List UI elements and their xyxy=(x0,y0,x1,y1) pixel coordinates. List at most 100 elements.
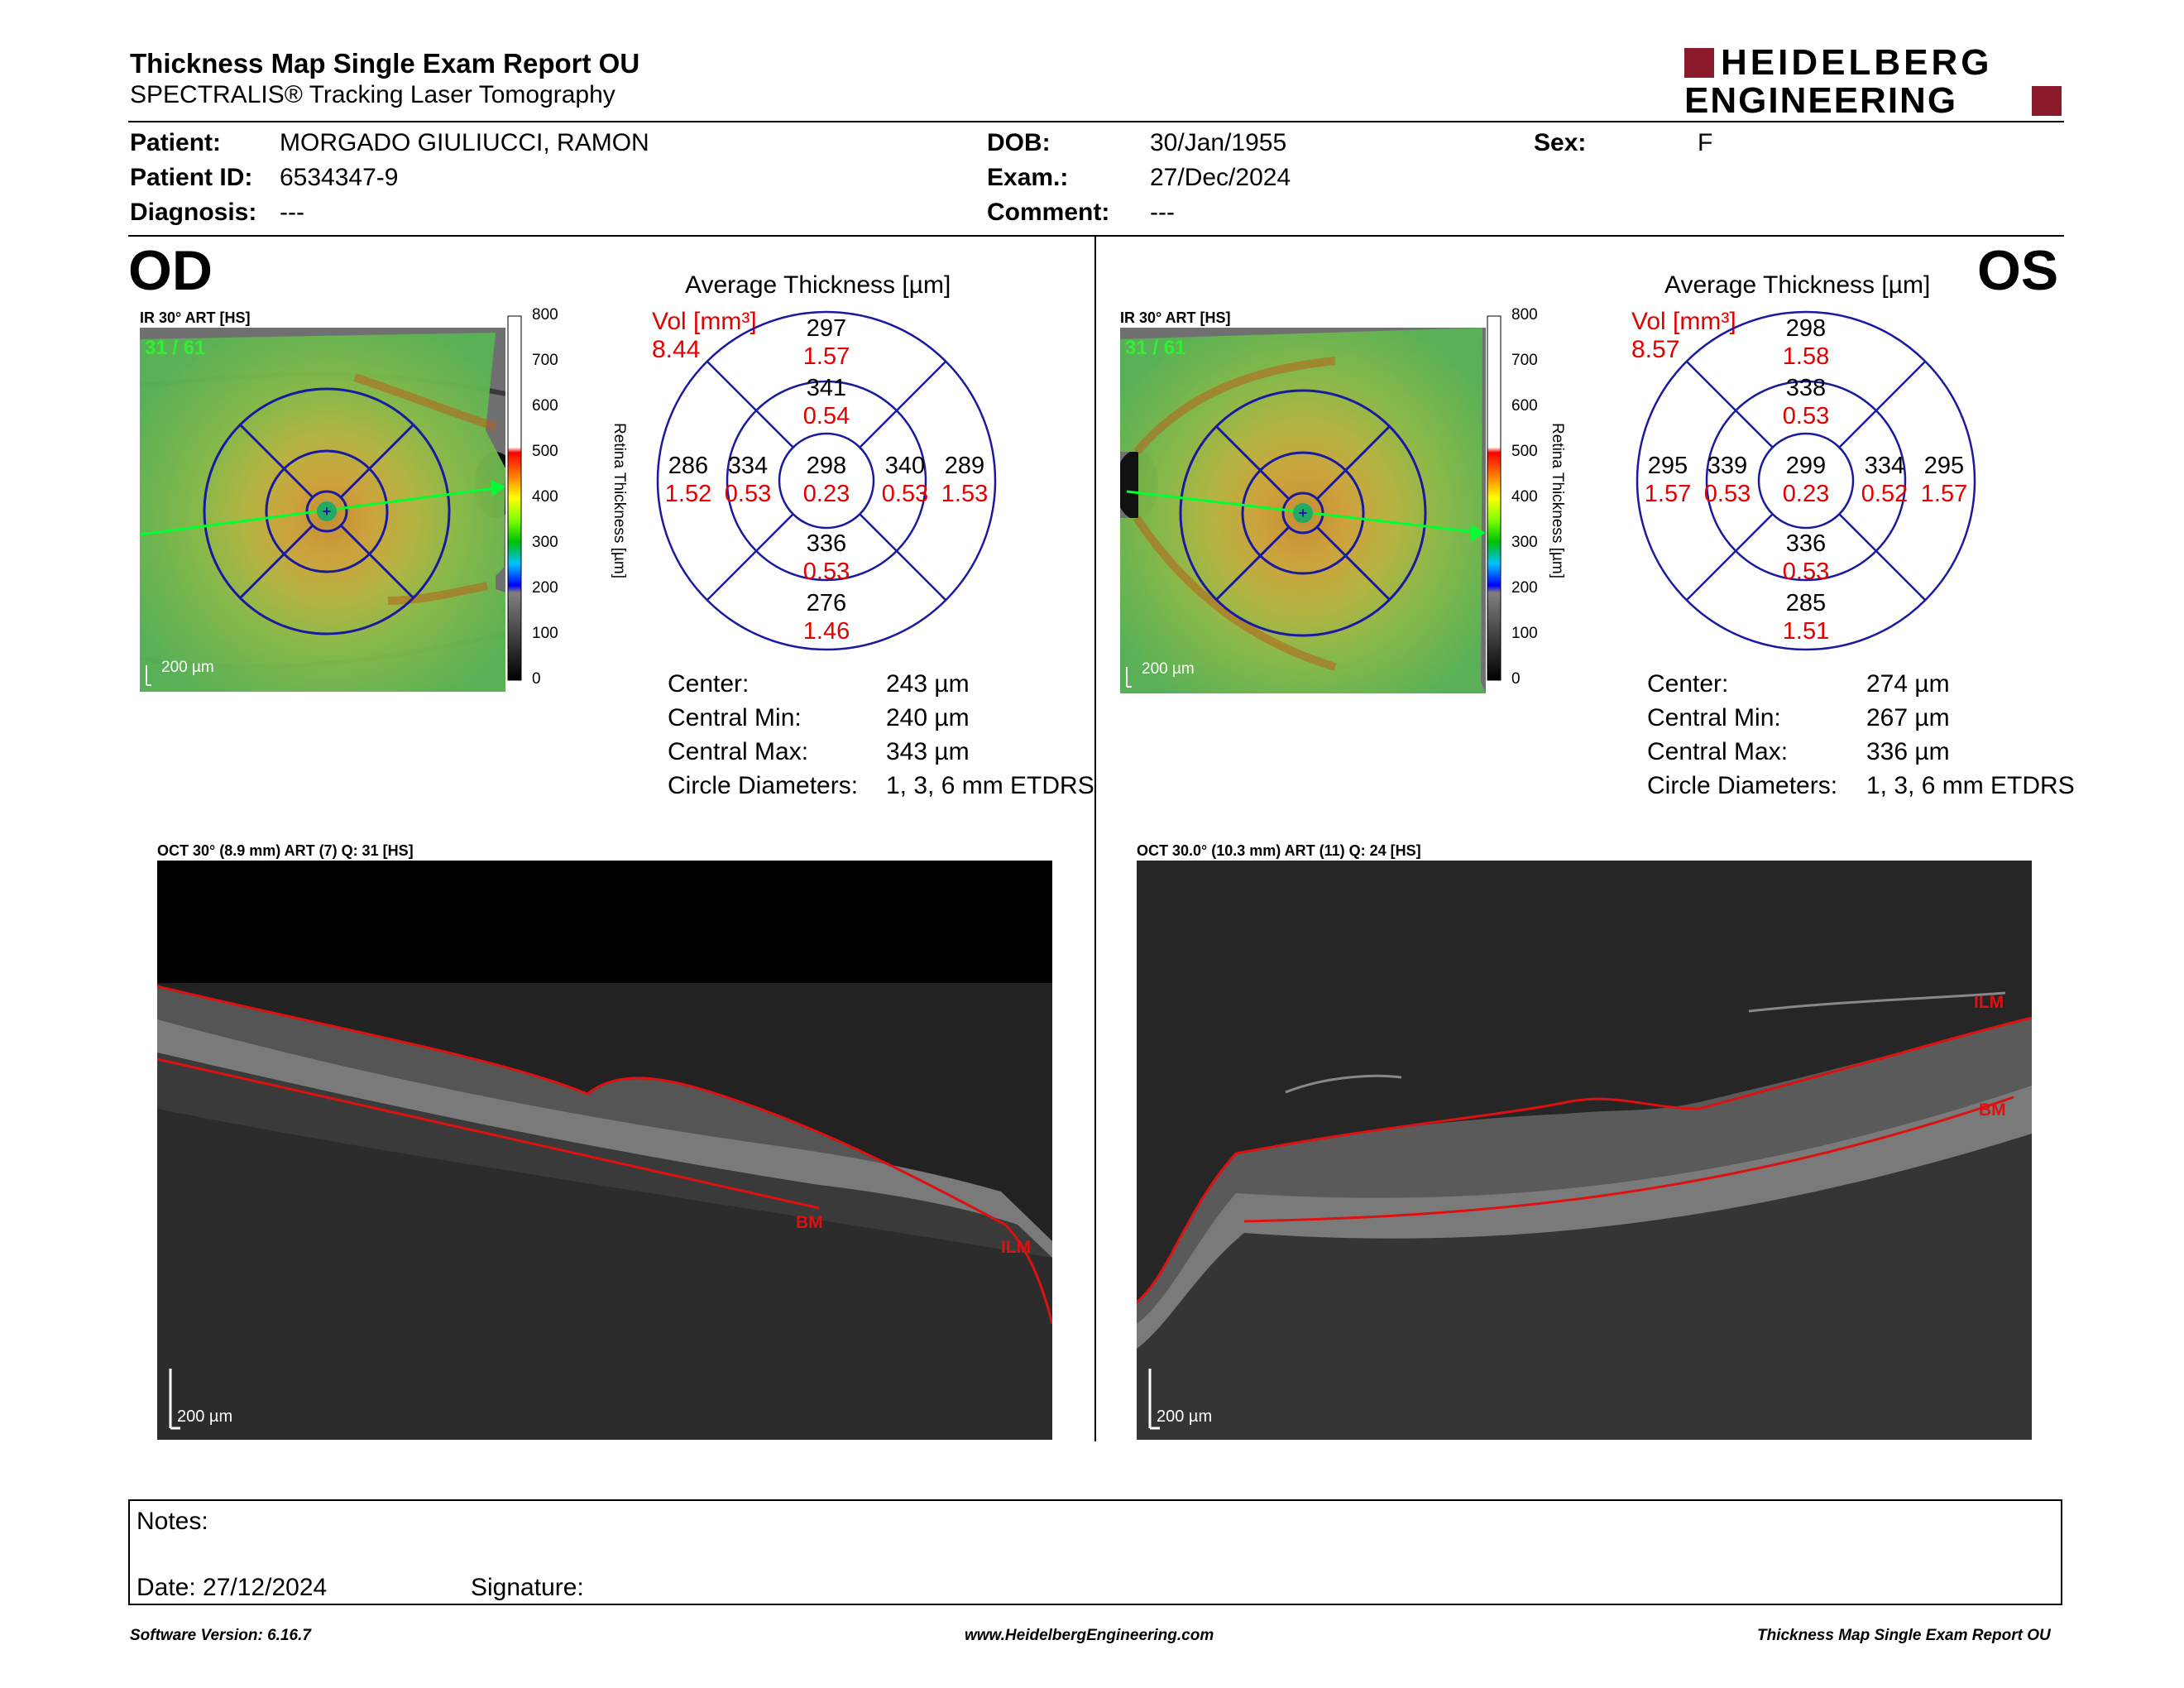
os-right-outer-vol: 1.57 xyxy=(1921,481,1967,507)
os-center-label: Center: xyxy=(1647,670,1729,698)
os-ilm-tag: ILM xyxy=(1974,993,2004,1012)
os-center-value: 274 µm xyxy=(1866,670,1950,698)
os-right-inner-vol: 0.52 xyxy=(1861,481,1908,507)
patient-id-value: 6534347-9 xyxy=(280,164,399,191)
notes-box: Notes: Date: 27/12/2024 Signature: xyxy=(128,1499,2062,1605)
tick: 600 xyxy=(532,397,558,415)
od-frames: 31 / 61 xyxy=(145,337,205,359)
patient-name: MORGADO GIULIUCCI, RAMON xyxy=(280,129,649,156)
heidelberg-logo: HEIDELBERG ENGINEERING xyxy=(1684,42,2063,121)
od-left-inner-vol: 0.53 xyxy=(725,481,771,507)
od-top-inner-vol: 0.54 xyxy=(803,403,850,429)
od-bottom-inner-vol: 0.53 xyxy=(803,559,850,585)
notes-label: Notes: xyxy=(136,1508,208,1535)
od-center: 298 xyxy=(807,453,846,479)
tick: 500 xyxy=(1511,443,1538,460)
os-oct-scale: 200 µm xyxy=(1157,1407,1212,1426)
od-right-inner: 340 xyxy=(885,453,925,479)
od-bottom-outer: 276 xyxy=(807,590,846,616)
os-bottom-inner-vol: 0.53 xyxy=(1783,559,1829,585)
logo-text-top: HEIDELBERG xyxy=(1721,42,1993,83)
od-map-scale: 200 µm xyxy=(161,659,214,676)
logo-mark-top xyxy=(1684,48,1714,78)
report-subtitle: SPECTRALIS® Tracking Laser Tomography xyxy=(130,81,615,108)
dob-value: 30/Jan/1955 xyxy=(1150,129,1287,156)
od-fundus-label: IR 30° ART [HS] xyxy=(140,309,251,326)
od-left-outer-vol: 1.52 xyxy=(665,481,711,507)
tick: 0 xyxy=(532,670,541,688)
od-right-outer-vol: 1.53 xyxy=(941,481,988,507)
os-map-scale: 200 µm xyxy=(1142,660,1195,678)
comment-value: --- xyxy=(1150,199,1175,226)
footer-report: Thickness Map Single Exam Report OU xyxy=(1757,1627,2051,1644)
od-vol-label: Vol [mm³] xyxy=(652,308,757,335)
os-oct-label: OCT 30.0° (10.3 mm) ART (11) Q: 24 [HS] xyxy=(1137,842,1421,859)
os-left-inner: 339 xyxy=(1707,453,1747,479)
tick: 600 xyxy=(1511,397,1538,415)
od-oct-scale: 200 µm xyxy=(177,1407,232,1426)
signature-label: Signature: xyxy=(471,1574,584,1601)
tick: 100 xyxy=(1511,625,1538,642)
os-top-outer: 298 xyxy=(1786,315,1826,342)
os-diam-value: 1, 3, 6 mm ETDRS xyxy=(1866,772,2075,799)
od-diam-label: Circle Diameters: xyxy=(668,772,859,799)
patient-divider xyxy=(128,235,2064,237)
od-oct-label: OCT 30° (8.9 mm) ART (7) Q: 31 [HS] xyxy=(157,842,414,859)
logo-text-bottom: ENGINEERING xyxy=(1684,80,1958,121)
os-colorbar xyxy=(1487,315,1502,681)
os-bm-tag: BM xyxy=(1979,1101,2006,1120)
patient-label: Patient: xyxy=(130,129,222,156)
os-center: 299 xyxy=(1786,453,1826,479)
os-left-outer-vol: 1.57 xyxy=(1645,481,1691,507)
os-top-inner-vol: 0.53 xyxy=(1783,403,1829,429)
os-top-inner: 338 xyxy=(1786,375,1826,401)
od-center-value: 243 µm xyxy=(886,670,970,698)
od-colorbar-ticks: 800 700 600 500 400 300 200 100 0 xyxy=(532,306,573,695)
center-divider xyxy=(1094,237,1096,1441)
os-thickness-map: + 31 / 61 200 µm xyxy=(1120,328,1486,693)
header-divider xyxy=(128,121,2064,122)
os-avg-title: Average Thickness [µm] xyxy=(1664,271,1931,299)
tick: 800 xyxy=(1511,306,1538,324)
od-top-inner: 341 xyxy=(807,375,846,401)
os-top-outer-vol: 1.58 xyxy=(1783,343,1829,370)
od-thickness-map: + 31 / 61 200 µm xyxy=(140,328,505,692)
diagnosis-value: --- xyxy=(280,199,304,226)
dob-label: DOB: xyxy=(987,129,1051,156)
os-cmin-value: 267 µm xyxy=(1866,704,1950,731)
os-fundus-label: IR 30° ART [HS] xyxy=(1120,309,1231,326)
od-diam-value: 1, 3, 6 mm ETDRS xyxy=(886,772,1094,799)
diagnosis-label: Diagnosis: xyxy=(130,199,257,226)
od-center-label: Center: xyxy=(668,670,750,698)
od-bottom-outer-vol: 1.46 xyxy=(803,618,850,645)
svg-text:+: + xyxy=(1299,505,1308,521)
os-cmax-label: Central Max: xyxy=(1647,738,1789,765)
tick: 700 xyxy=(532,352,558,369)
os-oct-scan: ILM BM 200 µm xyxy=(1137,861,2032,1440)
od-oct-scan: BM ILM 200 µm xyxy=(157,861,1052,1440)
sex-value: F xyxy=(1698,129,1713,156)
tick: 400 xyxy=(1511,488,1538,506)
tick: 800 xyxy=(532,306,558,324)
tick: 100 xyxy=(532,625,558,642)
os-frames: 31 / 61 xyxy=(1125,337,1185,359)
footer-url[interactable]: www.HeidelbergEngineering.com xyxy=(965,1627,1214,1644)
od-cmin-label: Central Min: xyxy=(668,704,802,731)
os-bottom-outer: 285 xyxy=(1786,590,1826,616)
os-bottom-outer-vol: 1.51 xyxy=(1783,618,1829,645)
os-vol-label: Vol [mm³] xyxy=(1631,308,1736,335)
os-left-inner-vol: 0.53 xyxy=(1704,481,1751,507)
tick: 400 xyxy=(532,488,558,506)
os-diam-label: Circle Diameters: xyxy=(1647,772,1838,799)
od-colorbar xyxy=(507,315,522,681)
tick: 200 xyxy=(1511,579,1538,597)
od-avg-title: Average Thickness [µm] xyxy=(685,271,951,299)
tick: 300 xyxy=(532,534,558,551)
od-bm-tag: BM xyxy=(796,1213,823,1232)
od-cmax-value: 343 µm xyxy=(886,738,970,765)
od-cmax-label: Central Max: xyxy=(668,738,809,765)
os-bottom-inner: 336 xyxy=(1786,530,1826,557)
os-etdrs-grid: 298 1.58 338 0.53 295 1.57 339 0.53 299 … xyxy=(1636,310,1976,651)
od-ilm-tag: ILM xyxy=(1001,1238,1031,1257)
od-cmin-value: 240 µm xyxy=(886,704,970,731)
